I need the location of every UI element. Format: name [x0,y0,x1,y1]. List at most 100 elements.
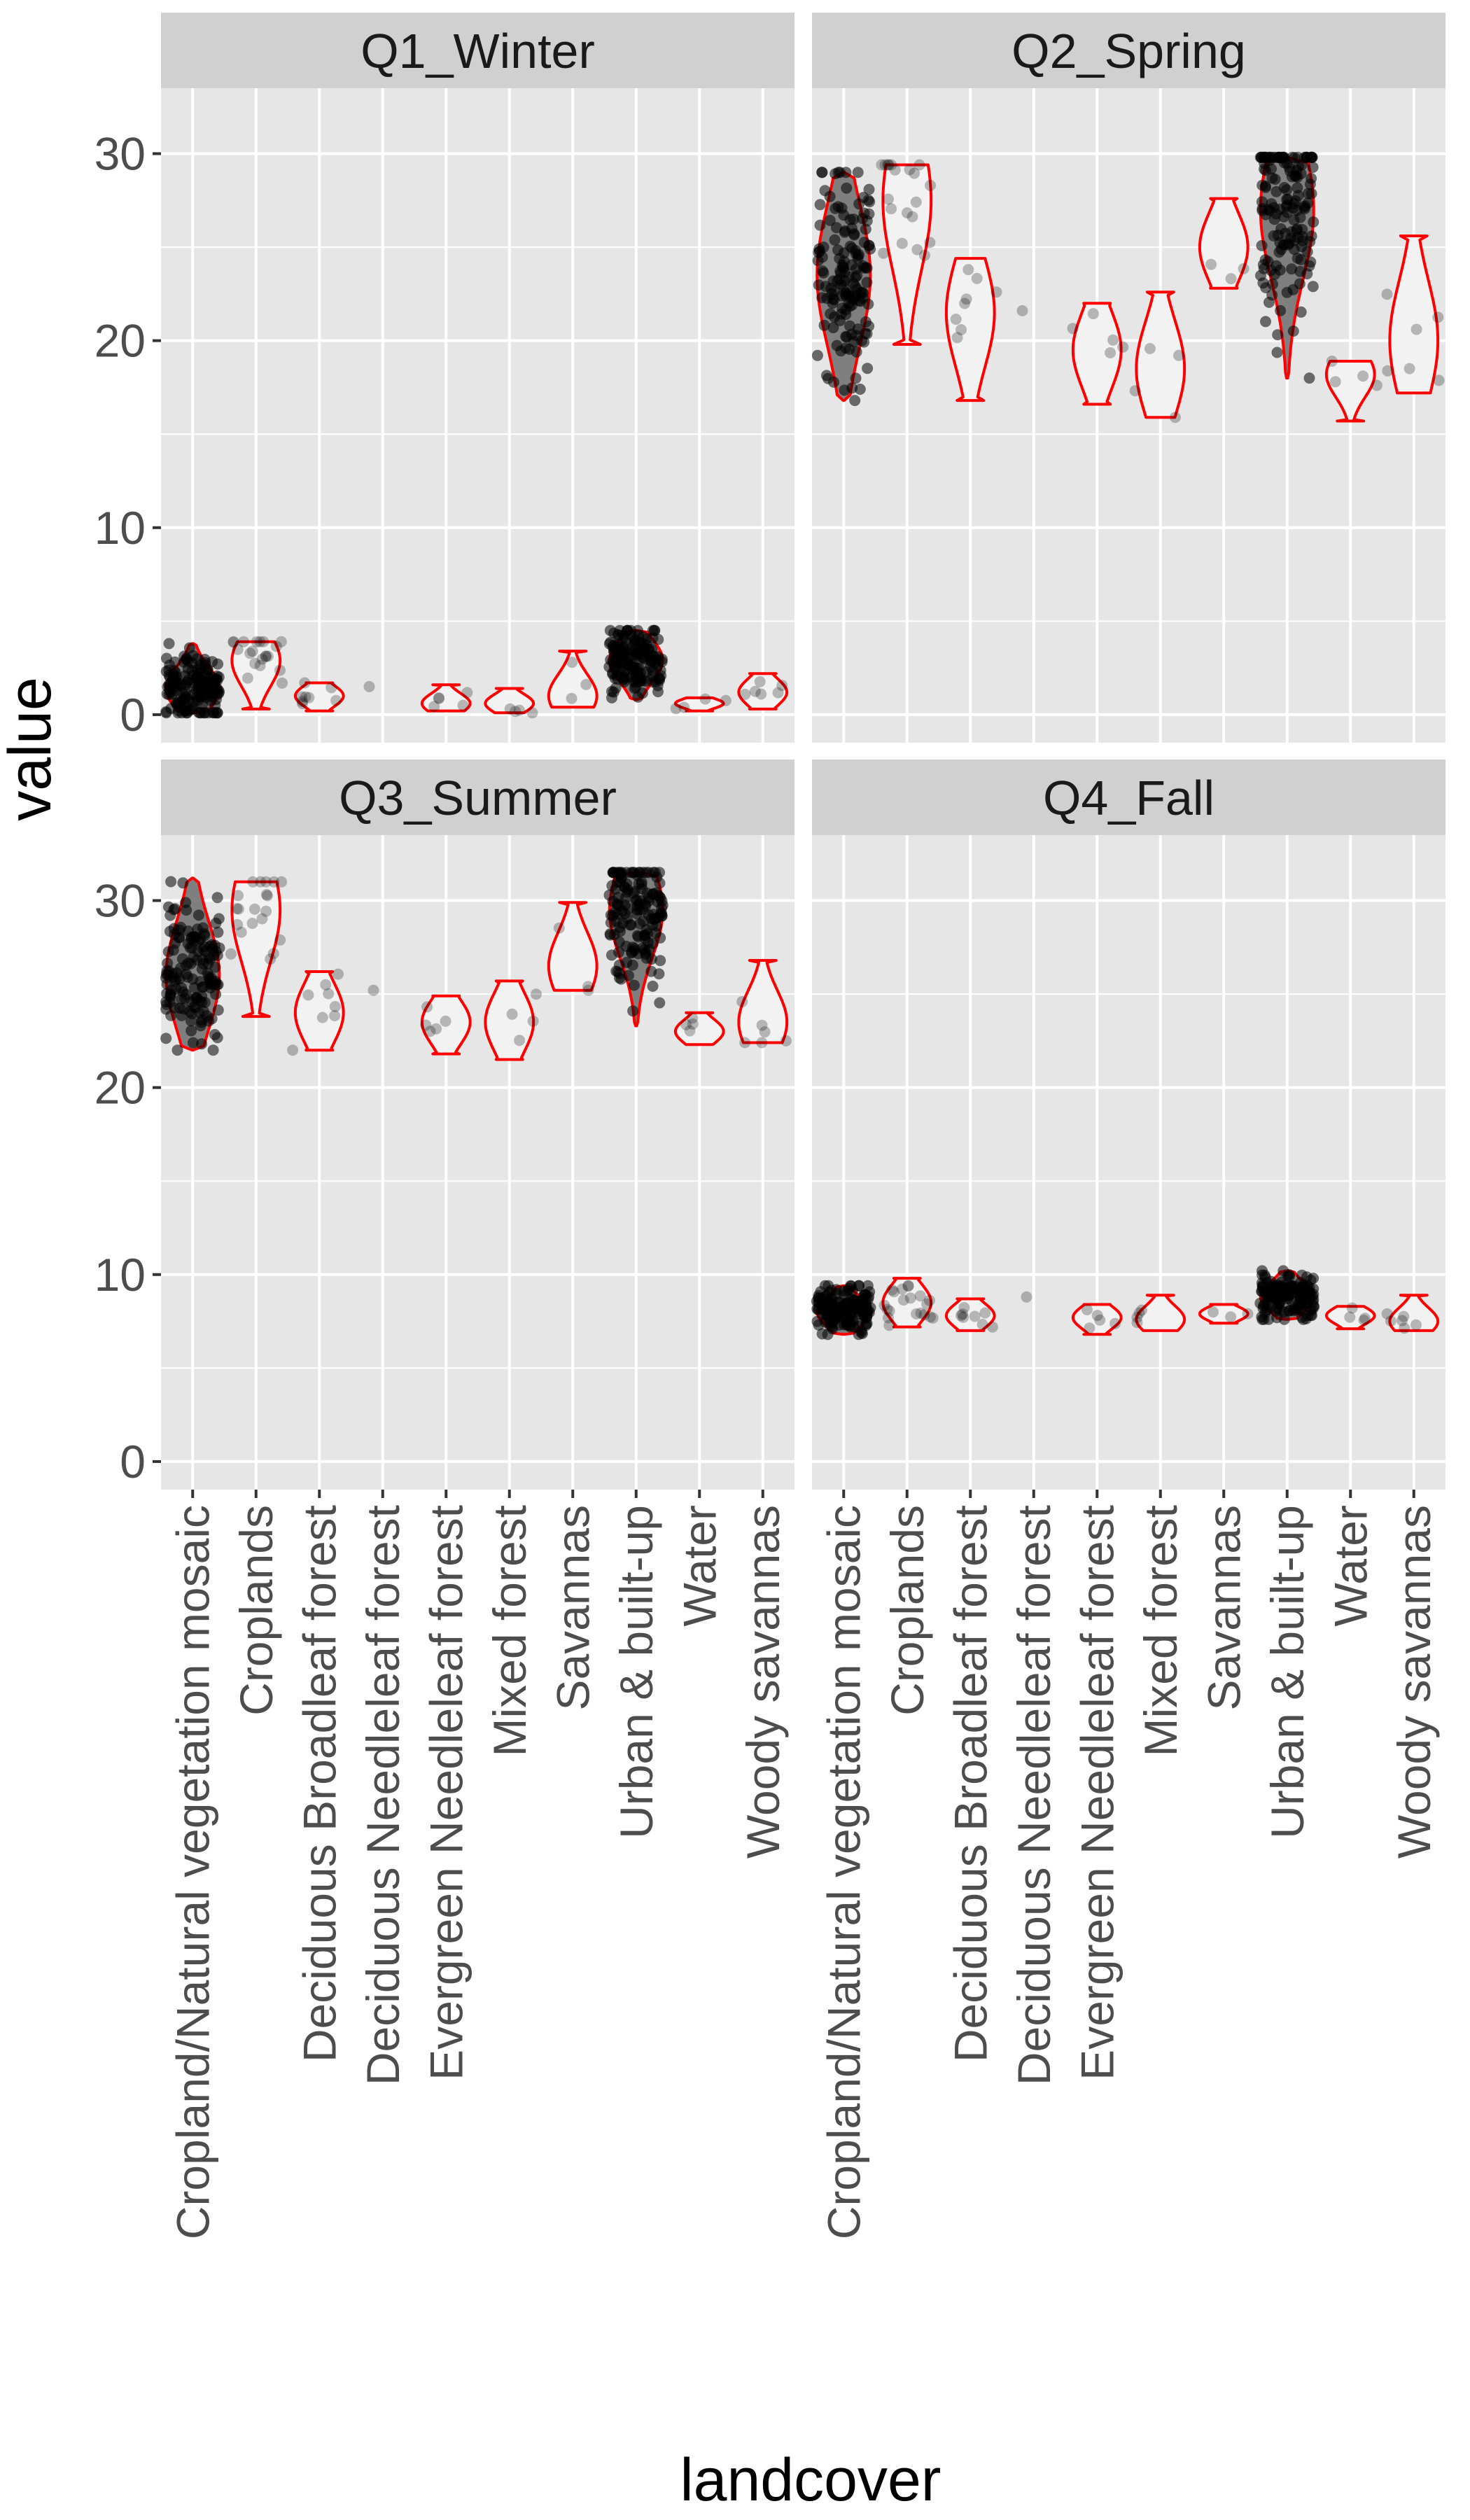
data-point [1301,246,1313,258]
data-point [878,247,890,259]
data-point [886,159,897,171]
data-point [1264,151,1275,163]
data-point [990,286,1002,298]
data-point [654,664,666,676]
violin-savannas [547,650,598,709]
data-point [1117,341,1129,353]
data-point [829,234,841,246]
data-point [1300,1313,1312,1324]
data-point [186,942,198,953]
facet-strip [812,760,1446,835]
data-point [657,899,668,911]
data-point [457,699,469,711]
data-point [256,653,268,665]
data-point [433,692,444,704]
data-point [1067,323,1079,335]
data-point [906,211,918,223]
data-point [1084,1322,1096,1334]
data-point [504,703,516,715]
data-point [1258,262,1270,274]
data-point [756,1019,768,1031]
data-point [235,926,247,938]
data-point [604,624,616,636]
x-tick-label-deciduous-needleleaf-forest: Deciduous Needleleaf forest [357,1505,409,2085]
data-point [1432,312,1444,323]
data-point [603,889,615,901]
data-point [625,919,637,931]
data-point [1359,1312,1371,1324]
data-point [839,384,850,396]
data-point [651,872,663,883]
data-point [832,244,844,256]
data-point [619,881,631,893]
data-point [207,707,219,719]
data-point [202,958,214,969]
data-point [619,899,631,911]
data-point [461,687,473,699]
data-point [181,968,192,980]
data-point [836,259,848,271]
data-point [260,651,272,662]
data-point [163,638,175,650]
data-point [904,1292,916,1304]
data-point [207,1044,219,1056]
data-point [816,167,828,178]
data-point [1303,260,1315,272]
facet-strip [161,13,794,88]
data-point [615,868,626,880]
data-point [275,636,287,648]
data-point [848,336,860,348]
data-point [1295,1277,1306,1289]
data-point [816,1328,828,1340]
data-point [831,222,842,234]
data-point [759,1026,771,1038]
data-point [831,340,843,351]
x-tick-label-urban-built-up: Urban & built-up [610,1505,662,1839]
data-point [643,867,654,878]
data-point [780,1035,792,1046]
data-point [654,997,666,1009]
data-point [1281,286,1293,298]
data-point [1346,1302,1358,1314]
data-point [902,1280,914,1292]
data-point [172,696,184,708]
data-point [1091,1310,1103,1322]
data-point [582,981,594,993]
data-point [202,967,214,979]
data-point [299,677,311,689]
data-point [852,167,864,178]
data-point [506,1008,518,1020]
data-point [197,1005,209,1017]
data-point [172,1044,183,1056]
data-point [889,164,901,176]
data-point [605,917,617,929]
data-point [198,941,210,953]
data-point [204,976,216,988]
data-point [303,692,315,704]
data-point [160,707,172,719]
data-point [896,1283,908,1295]
data-point [162,946,174,958]
data-point [1294,211,1306,223]
data-point [329,1001,341,1012]
panel-background [161,88,794,743]
data-point [254,659,266,671]
y-tick-label: 10 [94,502,146,554]
facet-q4-fall: Q4_Fall Cropland/Natural vegetation mosai… [811,760,1446,2239]
data-point [527,1015,539,1027]
data-point [824,190,836,202]
data-point [955,1310,967,1322]
data-point [754,676,766,687]
data-point [924,237,936,248]
data-point [631,894,643,906]
data-point [736,996,748,1007]
violin-savannas [1198,1303,1250,1325]
data-point [841,182,853,194]
data-point [1404,363,1415,374]
data-point [164,925,176,937]
data-point [428,701,440,713]
data-point [749,685,761,697]
data-point [232,643,244,655]
data-point [927,1312,939,1324]
data-point [976,1319,988,1330]
